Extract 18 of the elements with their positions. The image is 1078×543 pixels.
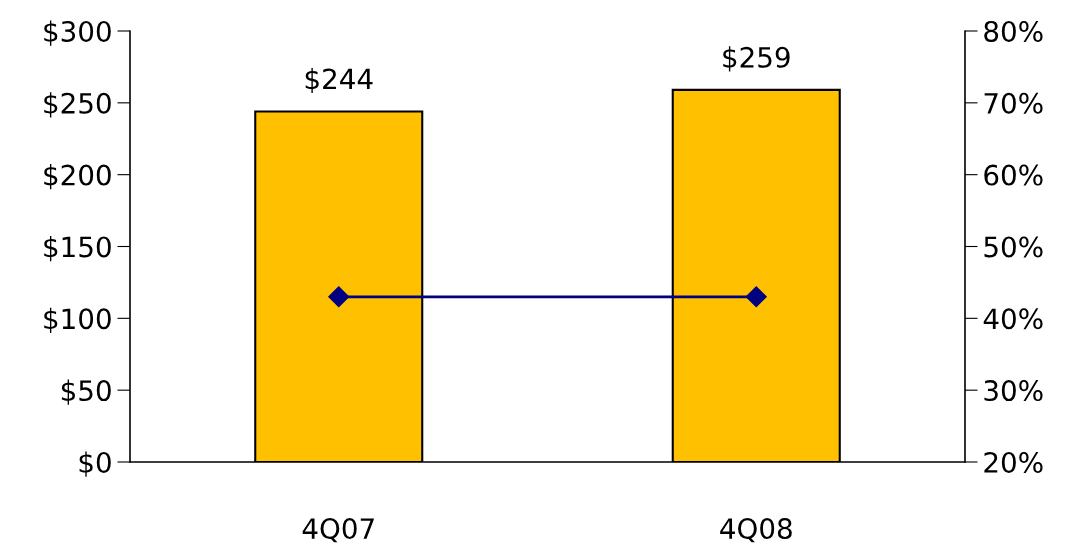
y-tick-label: $0 [79, 451, 111, 477]
y-tick-label: $50 [61, 379, 111, 405]
y2-tick-label: 40% [983, 308, 1043, 330]
y2-tick-label: 30% [984, 380, 1043, 402]
y-tick-label: $250 [44, 92, 111, 118]
y-tick-label: $200 [44, 164, 111, 190]
x-tick-label: 4Q08 [720, 518, 792, 543]
data-label: $244 [305, 67, 373, 94]
y-tick-label: $100 [44, 307, 111, 333]
data-label: $259 [723, 46, 790, 72]
y2-tick-label: 80% [984, 20, 1043, 42]
x-tick-label: 4Q07 [302, 518, 374, 543]
y2-tick-label: 70% [984, 92, 1043, 114]
y2-tick-label: 50% [984, 236, 1043, 258]
y-tick-label: $150 [44, 235, 111, 262]
y2-tick-label: 20% [984, 451, 1043, 473]
y2-tick-label: 60% [984, 164, 1043, 186]
y-tick-label: $300 [44, 20, 111, 46]
